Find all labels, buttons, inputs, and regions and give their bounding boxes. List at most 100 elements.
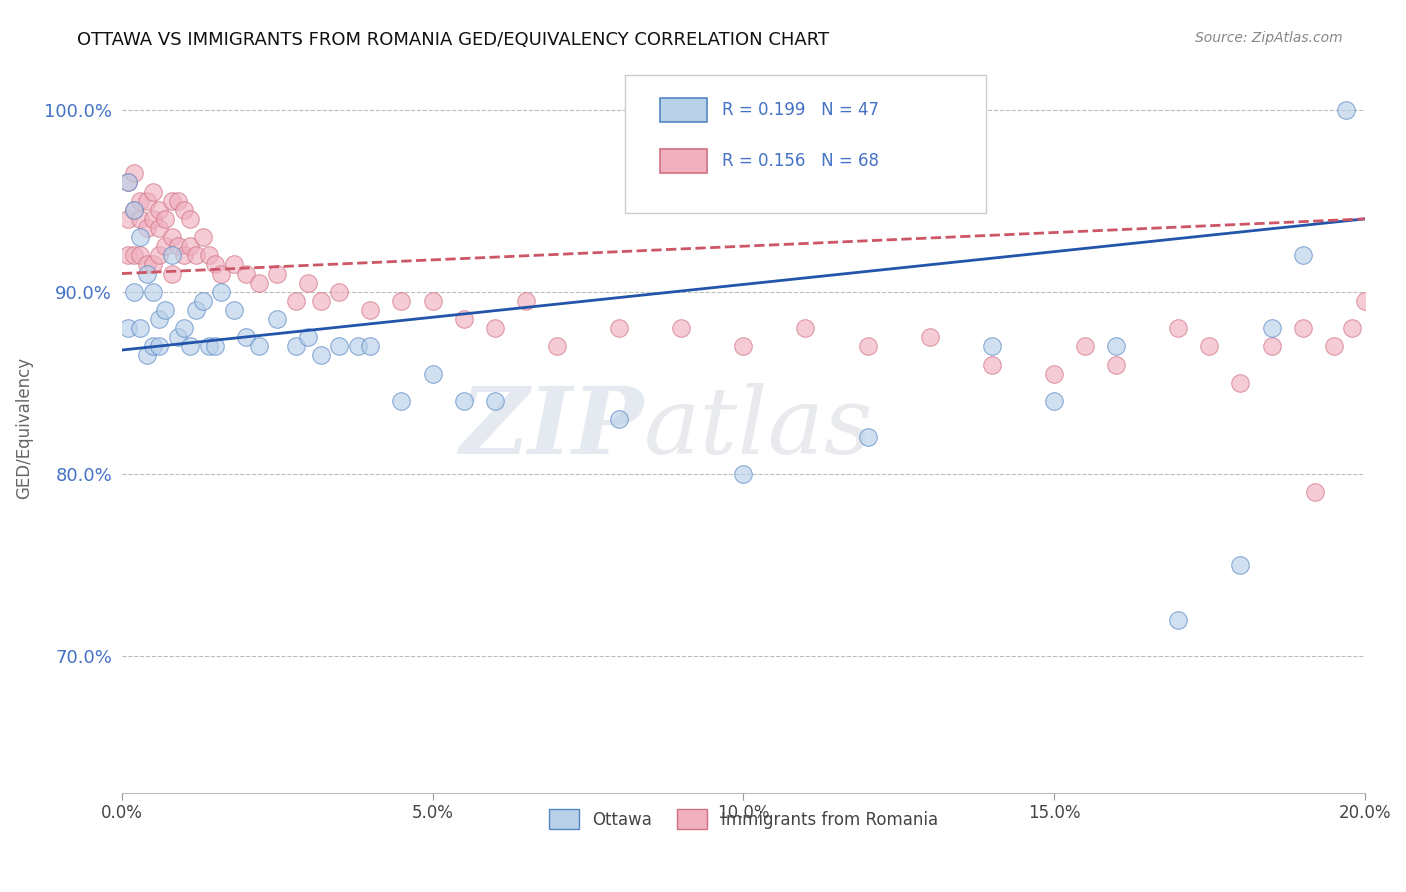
Point bbox=[129, 230, 152, 244]
Point bbox=[247, 276, 270, 290]
Point bbox=[148, 248, 170, 262]
Bar bbox=[659, 149, 707, 173]
Point bbox=[453, 312, 475, 326]
Point bbox=[222, 302, 245, 317]
Point bbox=[794, 321, 817, 335]
Text: atlas: atlas bbox=[644, 384, 873, 474]
Point bbox=[422, 293, 444, 308]
Point bbox=[122, 166, 145, 180]
Point bbox=[247, 339, 270, 353]
Point bbox=[266, 267, 288, 281]
Point bbox=[160, 248, 183, 262]
Point bbox=[166, 194, 188, 208]
Point bbox=[1105, 358, 1128, 372]
Point bbox=[160, 267, 183, 281]
Point bbox=[359, 302, 381, 317]
Point bbox=[142, 257, 165, 271]
Point bbox=[284, 293, 307, 308]
Point bbox=[135, 221, 157, 235]
Point bbox=[484, 321, 506, 335]
Point bbox=[142, 285, 165, 299]
Point bbox=[1167, 321, 1189, 335]
Point bbox=[173, 202, 195, 217]
Point bbox=[122, 248, 145, 262]
Point bbox=[129, 211, 152, 226]
Point bbox=[266, 312, 288, 326]
Point bbox=[129, 321, 152, 335]
Point bbox=[142, 185, 165, 199]
Point bbox=[117, 248, 139, 262]
Point bbox=[117, 176, 139, 190]
Point bbox=[328, 339, 350, 353]
Point bbox=[160, 230, 183, 244]
Point bbox=[359, 339, 381, 353]
Point bbox=[166, 239, 188, 253]
Legend: Ottawa, Immigrants from Romania: Ottawa, Immigrants from Romania bbox=[543, 803, 945, 835]
Point bbox=[1323, 339, 1346, 353]
Point bbox=[173, 248, 195, 262]
Y-axis label: GED/Equivalency: GED/Equivalency bbox=[15, 358, 32, 500]
Point bbox=[186, 302, 208, 317]
Text: R = 0.199   N = 47: R = 0.199 N = 47 bbox=[723, 101, 879, 119]
Point bbox=[1043, 394, 1066, 409]
Point bbox=[515, 293, 537, 308]
Point bbox=[669, 321, 692, 335]
Point bbox=[980, 358, 1002, 372]
Point bbox=[1260, 321, 1282, 335]
Point bbox=[607, 321, 630, 335]
Point bbox=[142, 339, 165, 353]
Point bbox=[135, 267, 157, 281]
Point bbox=[1291, 248, 1313, 262]
Point bbox=[179, 211, 201, 226]
Point bbox=[391, 293, 413, 308]
Point bbox=[122, 285, 145, 299]
Point bbox=[129, 248, 152, 262]
Point bbox=[179, 239, 201, 253]
Point bbox=[198, 248, 221, 262]
Point bbox=[160, 194, 183, 208]
Point bbox=[117, 321, 139, 335]
Point bbox=[1334, 103, 1357, 117]
Point bbox=[142, 211, 165, 226]
Point bbox=[453, 394, 475, 409]
Point bbox=[856, 430, 879, 444]
Point bbox=[1229, 558, 1251, 572]
Point bbox=[129, 194, 152, 208]
Point bbox=[856, 339, 879, 353]
Point bbox=[117, 211, 139, 226]
Point bbox=[122, 202, 145, 217]
Point bbox=[1341, 321, 1364, 335]
Point bbox=[135, 194, 157, 208]
Point bbox=[980, 339, 1002, 353]
Point bbox=[204, 339, 226, 353]
Point bbox=[235, 267, 257, 281]
Point bbox=[733, 467, 755, 481]
Point bbox=[173, 321, 195, 335]
Text: R = 0.156   N = 68: R = 0.156 N = 68 bbox=[723, 152, 879, 170]
Point bbox=[1167, 613, 1189, 627]
Point bbox=[1043, 367, 1066, 381]
Point bbox=[607, 412, 630, 426]
Point bbox=[135, 349, 157, 363]
Point bbox=[1303, 485, 1326, 500]
Point bbox=[484, 394, 506, 409]
Point bbox=[1198, 339, 1220, 353]
Point bbox=[918, 330, 941, 344]
Point bbox=[186, 248, 208, 262]
Point bbox=[148, 339, 170, 353]
Point bbox=[297, 276, 319, 290]
Point bbox=[179, 339, 201, 353]
Point bbox=[328, 285, 350, 299]
Point bbox=[148, 202, 170, 217]
Point bbox=[204, 257, 226, 271]
Point bbox=[166, 330, 188, 344]
Point bbox=[155, 239, 177, 253]
Point bbox=[1354, 293, 1376, 308]
Point bbox=[733, 339, 755, 353]
Point bbox=[155, 302, 177, 317]
FancyBboxPatch shape bbox=[626, 75, 986, 213]
Text: ZIP: ZIP bbox=[460, 384, 644, 474]
Point bbox=[1291, 321, 1313, 335]
Point bbox=[309, 293, 332, 308]
Point bbox=[1260, 339, 1282, 353]
